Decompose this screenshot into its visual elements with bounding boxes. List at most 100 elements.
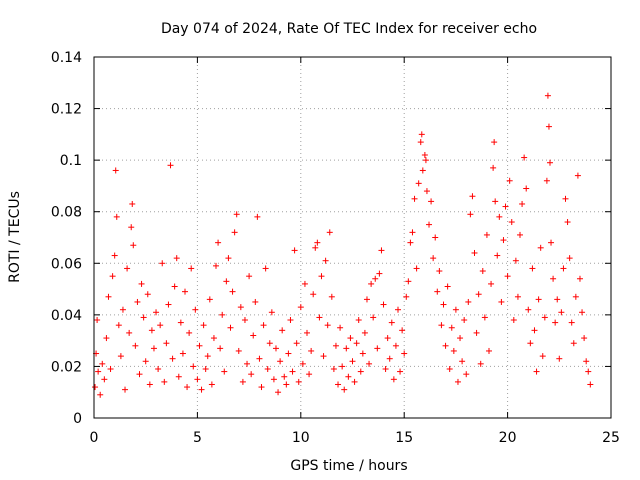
- data-point: [308, 347, 315, 354]
- y-tick-label: 0.12: [51, 102, 82, 118]
- data-point: [279, 327, 286, 334]
- data-point: [144, 291, 151, 298]
- data-point: [570, 340, 577, 347]
- data-point: [272, 345, 279, 352]
- data-point: [525, 306, 532, 313]
- data-point: [153, 309, 160, 316]
- data-point: [514, 293, 521, 300]
- data-point: [546, 159, 553, 166]
- data-point: [101, 376, 108, 383]
- data-point: [413, 265, 420, 272]
- data-point: [140, 314, 147, 321]
- data-point: [95, 368, 102, 375]
- data-point: [328, 293, 335, 300]
- data-point: [459, 358, 466, 365]
- data-point: [378, 247, 385, 254]
- data-point: [583, 358, 590, 365]
- data-point: [320, 353, 327, 360]
- data-point: [231, 229, 238, 236]
- data-point: [215, 239, 222, 246]
- data-point: [256, 355, 263, 362]
- data-points: [92, 92, 594, 398]
- data-point: [138, 280, 145, 287]
- data-point: [97, 391, 104, 398]
- data-point: [568, 319, 575, 326]
- data-point: [167, 162, 174, 169]
- data-point: [539, 353, 546, 360]
- data-point: [496, 213, 503, 220]
- data-point: [417, 139, 424, 146]
- data-point: [411, 195, 418, 202]
- data-point: [566, 255, 573, 262]
- data-point: [241, 317, 248, 324]
- data-point: [281, 373, 288, 380]
- data-point: [291, 247, 298, 254]
- data-point: [448, 324, 455, 331]
- data-point: [115, 322, 122, 329]
- data-point: [581, 335, 588, 342]
- data-point: [500, 237, 507, 244]
- data-point: [129, 200, 136, 207]
- data-point: [444, 283, 451, 290]
- y-tick-label: 0.14: [51, 50, 82, 66]
- data-point: [562, 195, 569, 202]
- data-point: [421, 151, 428, 158]
- data-point: [112, 167, 119, 174]
- data-point: [471, 249, 478, 256]
- data-point: [382, 366, 389, 373]
- y-tick-label: 0.06: [51, 256, 82, 272]
- data-point: [572, 293, 579, 300]
- data-point: [312, 244, 319, 251]
- data-point: [341, 386, 348, 393]
- data-point: [117, 353, 124, 360]
- data-point: [175, 373, 182, 380]
- data-point: [297, 304, 304, 311]
- data-point: [258, 384, 265, 391]
- data-point: [92, 384, 99, 391]
- data-point: [277, 358, 284, 365]
- data-point: [177, 319, 184, 326]
- y-tick-label: 0.02: [51, 359, 82, 375]
- data-point: [564, 219, 571, 226]
- data-point: [579, 309, 586, 316]
- data-point: [163, 340, 170, 347]
- data-point: [173, 255, 180, 262]
- x-tick-label: 25: [602, 430, 620, 446]
- data-point: [492, 198, 499, 205]
- data-point: [512, 257, 519, 264]
- data-point: [544, 92, 551, 99]
- data-point: [552, 319, 559, 326]
- data-point: [266, 340, 273, 347]
- data-point: [128, 224, 135, 231]
- data-point: [229, 288, 236, 295]
- data-point: [481, 314, 488, 321]
- data-point: [428, 198, 435, 205]
- data-point: [299, 360, 306, 367]
- data-point: [510, 317, 517, 324]
- data-point: [268, 309, 275, 316]
- data-point: [157, 322, 164, 329]
- data-point: [550, 275, 557, 282]
- data-point: [105, 293, 112, 300]
- data-point: [465, 298, 472, 305]
- data-point: [99, 360, 106, 367]
- y-tick-label: 0.08: [51, 205, 82, 221]
- data-point: [485, 347, 492, 354]
- data-point: [399, 327, 406, 334]
- data-point: [386, 355, 393, 362]
- data-point: [353, 340, 360, 347]
- data-point: [119, 306, 126, 313]
- data-point: [366, 360, 373, 367]
- data-point: [576, 275, 583, 282]
- data-point: [289, 368, 296, 375]
- data-point: [418, 131, 425, 138]
- chart-title: Day 074 of 2024, Rate Of TEC Index for r…: [161, 21, 537, 37]
- data-point: [517, 231, 524, 238]
- data-point: [359, 350, 366, 357]
- data-point: [388, 319, 395, 326]
- data-point: [502, 203, 509, 210]
- data-point: [103, 335, 110, 342]
- data-point: [260, 322, 267, 329]
- data-point: [316, 314, 323, 321]
- data-point: [415, 180, 422, 187]
